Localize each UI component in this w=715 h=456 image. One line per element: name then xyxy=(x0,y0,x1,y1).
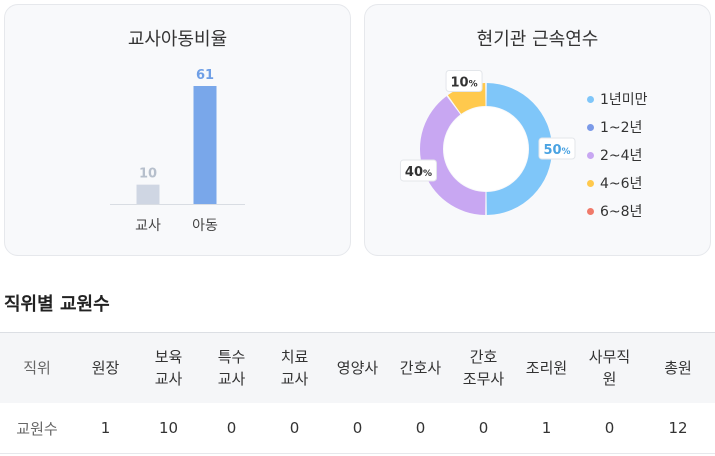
tenure-legend: 1년미만 1~2년 2~4년 4~6년 6~8년 xyxy=(587,85,648,225)
header-total: 총원 xyxy=(641,332,715,403)
header-cook: 조리원 xyxy=(515,332,578,403)
header-therapy-teacher: 치료 교사 xyxy=(263,332,326,403)
staff-table: 직위 원장 보육 교사 특수 교사 치료 교사 영양사 간호사 간호 조무사 조리원 사… xyxy=(0,332,715,454)
donut-slice-1 xyxy=(486,83,553,215)
cell-nurse-aide: 0 xyxy=(452,403,515,454)
legend-label: 1~2년 xyxy=(600,120,643,136)
header-childcare-teacher: 보육 교사 xyxy=(137,332,200,403)
bar-2 xyxy=(193,86,217,204)
cell-total: 12 xyxy=(641,403,715,454)
cell-special-teacher: 0 xyxy=(200,403,263,454)
svg-text:40%: 40% xyxy=(405,165,432,180)
tenure-card: 현기관 근속연수 50% 40% 10% 1년미만 1~2년 2~4년 4~6년 6~8년 xyxy=(364,4,711,256)
legend-dot-icon xyxy=(587,207,594,215)
legend-label: 4~6년 xyxy=(600,176,643,192)
cell-childcare-teacher: 10 xyxy=(137,403,200,454)
bar-category-label: 아동 xyxy=(192,218,218,234)
legend-dot-icon xyxy=(587,95,594,103)
legend-label: 6~8년 xyxy=(600,204,643,220)
cell-therapy-teacher: 0 xyxy=(263,403,326,454)
donut-slice-3 xyxy=(419,96,486,215)
staff-section-title: 직위별 교원수 xyxy=(4,294,110,315)
staff-table-header-row: 직위 원장 보육 교사 특수 교사 치료 교사 영양사 간호사 간호 조무사 조리원 사… xyxy=(0,332,715,403)
legend-item: 1~2년 xyxy=(587,113,648,141)
ratio-card-title: 교사아동비율 xyxy=(127,29,228,50)
cell-nurse: 0 xyxy=(389,403,452,454)
table-row: 교원수 1 10 0 0 0 0 0 1 0 12 xyxy=(0,403,715,454)
donut-percent-label: 10% xyxy=(445,69,483,92)
header-nutritionist: 영양사 xyxy=(326,332,389,403)
bar-1 xyxy=(136,184,160,204)
legend-item: 2~4년 xyxy=(587,141,648,169)
header-nurse-aide: 간호 조무사 xyxy=(452,332,515,403)
header-office-staff: 사무직 원 xyxy=(578,332,641,403)
legend-dot-icon xyxy=(587,179,594,187)
cell-cook: 1 xyxy=(515,403,578,454)
tenure-card-title: 현기관 근속연수 xyxy=(476,29,599,50)
header-nurse: 간호사 xyxy=(389,332,452,403)
donut-percent-label: 40% xyxy=(399,159,437,182)
bar-value-label: 10 xyxy=(139,167,157,182)
legend-label: 1년미만 xyxy=(600,92,648,108)
bar-category-label: 교사 xyxy=(135,218,161,234)
cell-director: 1 xyxy=(74,403,137,454)
legend-item: 6~8년 xyxy=(587,197,648,225)
svg-text:50%: 50% xyxy=(543,143,570,158)
donut-percent-label: 50% xyxy=(538,137,576,160)
svg-text:10%: 10% xyxy=(450,75,477,90)
bar-value-label: 61 xyxy=(196,68,214,83)
legend-item: 4~6년 xyxy=(587,169,648,197)
cell-nutritionist: 0 xyxy=(326,403,389,454)
cell-row-label: 교원수 xyxy=(0,403,74,454)
header-position: 직위 xyxy=(0,332,74,403)
ratio-bar-chart: 10 교사 61 아동 xyxy=(110,68,245,234)
legend-label: 2~4년 xyxy=(600,148,643,164)
header-special-teacher: 특수 교사 xyxy=(200,332,263,403)
legend-dot-icon xyxy=(587,123,594,131)
tenure-donut-chart: 50% 40% 10% xyxy=(399,69,576,215)
donut-hole xyxy=(444,107,528,191)
legend-item: 1년미만 xyxy=(587,85,648,113)
teacher-child-ratio-card: 교사아동비율 10 교사 61 아동 xyxy=(4,4,351,256)
legend-dot-icon xyxy=(587,151,594,159)
header-director: 원장 xyxy=(74,332,137,403)
cell-office-staff: 0 xyxy=(578,403,641,454)
